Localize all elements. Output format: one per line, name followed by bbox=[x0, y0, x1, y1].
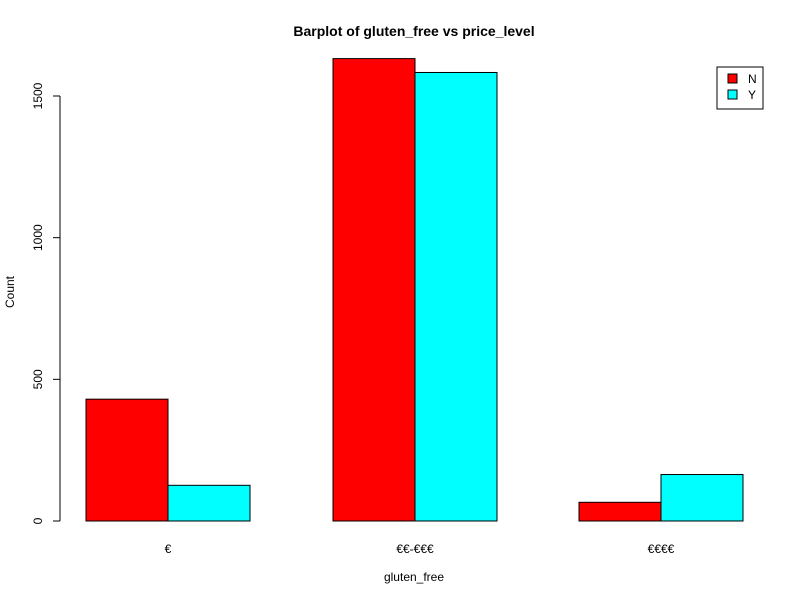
bars-group bbox=[85, 58, 744, 522]
bar-Y-2 bbox=[660, 474, 744, 522]
y-axis-label: Count bbox=[3, 275, 17, 308]
legend-swatch-N bbox=[727, 73, 738, 84]
bar-N-0 bbox=[85, 398, 169, 522]
bar-Y-0 bbox=[167, 484, 251, 522]
x-tick-labels: € €€-€€€ €€€€ bbox=[165, 542, 675, 556]
x-axis-label: gluten_free bbox=[384, 570, 444, 584]
y-tick-label: 500 bbox=[31, 369, 45, 389]
legend: NY bbox=[716, 66, 764, 110]
x-tick-label: €€€€ bbox=[648, 542, 675, 556]
x-tick-label: €€-€€€ bbox=[396, 542, 434, 556]
y-tick-label: 1000 bbox=[31, 224, 45, 251]
y-tick-label: 0 bbox=[31, 517, 45, 524]
bar-N-2 bbox=[578, 501, 662, 522]
bar-Y-1 bbox=[414, 71, 498, 522]
legend-label-N: N bbox=[748, 72, 757, 86]
legend-box bbox=[716, 66, 764, 110]
legend-label-Y: Y bbox=[748, 88, 756, 102]
y-axis: 0 500 1000 1500 bbox=[31, 82, 61, 524]
chart-title: Barplot of gluten_free vs price_level bbox=[293, 23, 534, 39]
bar-N-1 bbox=[332, 58, 416, 522]
y-tick-label: 1500 bbox=[31, 82, 45, 109]
legend-swatch-Y bbox=[727, 89, 738, 100]
x-tick-label: € bbox=[165, 542, 172, 556]
